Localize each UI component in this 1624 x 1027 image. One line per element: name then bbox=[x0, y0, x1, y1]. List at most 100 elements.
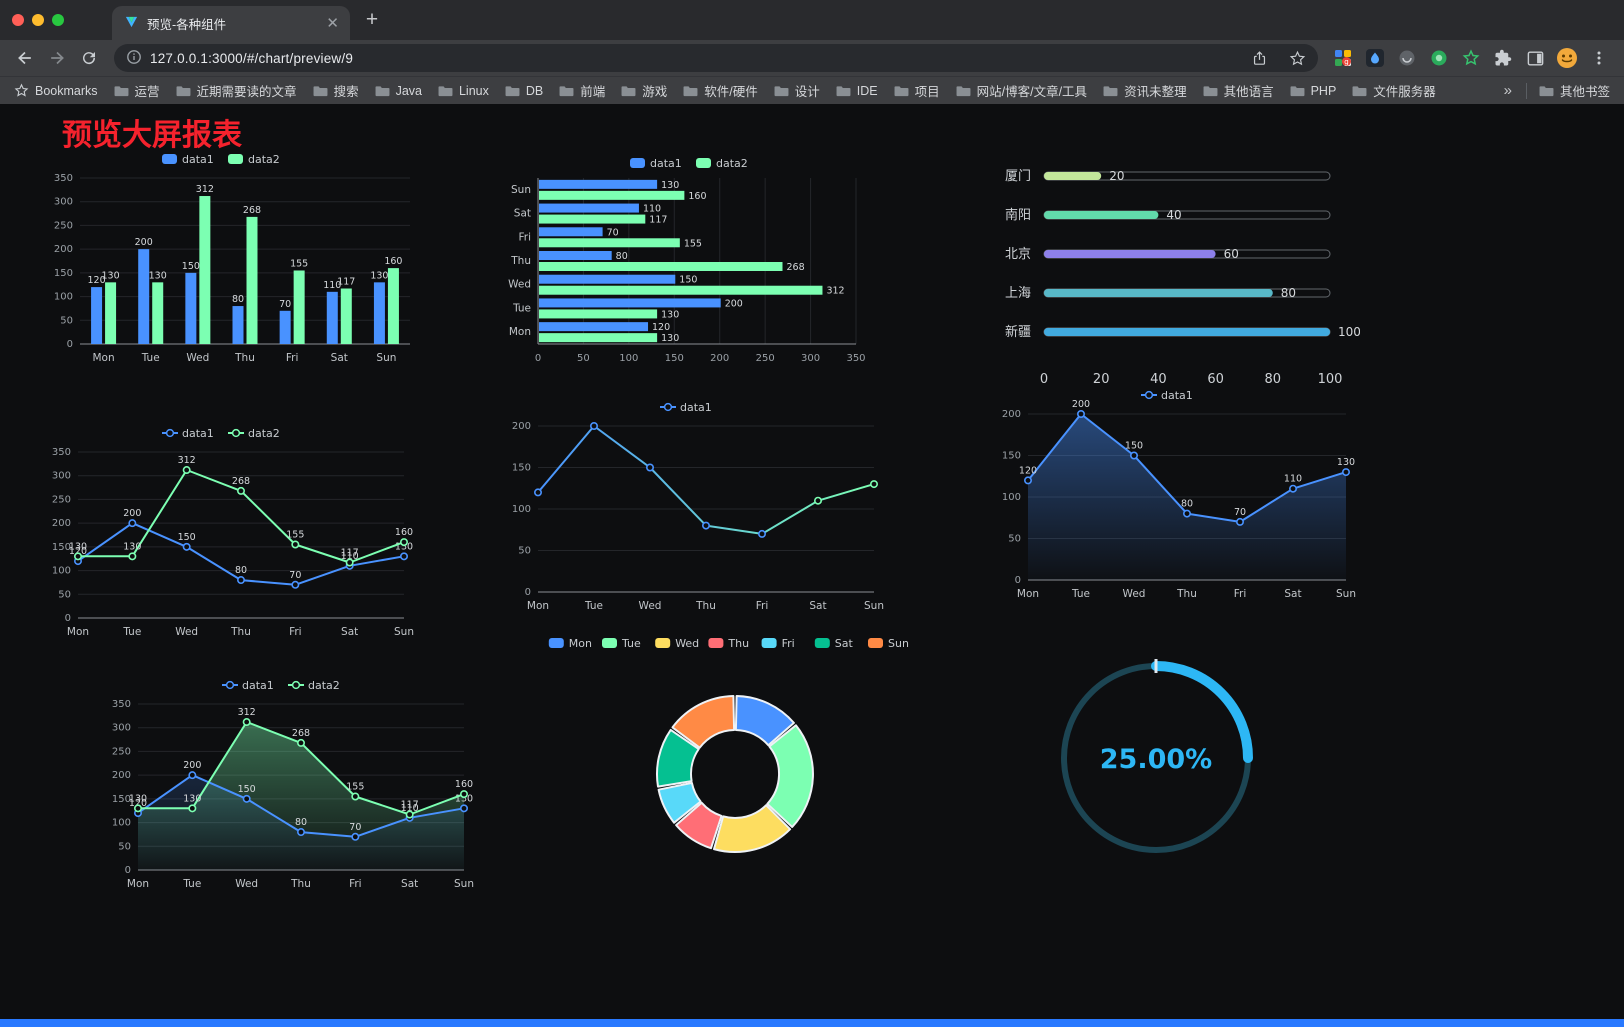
svg-text:110: 110 bbox=[1284, 474, 1302, 485]
folder-icon bbox=[1352, 86, 1367, 97]
svg-text:268: 268 bbox=[292, 728, 310, 739]
bookmark-folder[interactable]: 游戏 bbox=[621, 81, 667, 100]
menu-kebab-icon[interactable] bbox=[1584, 43, 1614, 73]
extension-gray-circle-icon[interactable] bbox=[1392, 43, 1422, 73]
horizontal-bar-chart[interactable]: 0 50 100 150 200 250 300 350 data1 data2 Sun 130 160… bbox=[496, 152, 896, 374]
folder-icon bbox=[683, 86, 698, 97]
svg-text:data1: data1 bbox=[182, 153, 214, 166]
svg-text:Mon: Mon bbox=[569, 637, 592, 650]
svg-text:Sun: Sun bbox=[864, 600, 884, 612]
svg-text:350: 350 bbox=[52, 447, 71, 458]
bookmark-folder-label: IDE bbox=[856, 83, 878, 98]
svg-text:200: 200 bbox=[54, 244, 73, 255]
bookmark-folder[interactable]: 运营 bbox=[114, 81, 160, 100]
svg-text:50: 50 bbox=[118, 841, 131, 852]
svg-text:Fri: Fri bbox=[349, 878, 362, 890]
dual-area-line-chart[interactable]: 0 50 100 150 200 250 300 350 Mon Tue Wed Thu Fri Sat S… bbox=[98, 674, 478, 898]
single-line-chart[interactable]: 0 50 100 150 200 Mon Tue Wed Thu Fri Sat Sun data1 bbox=[498, 396, 888, 620]
area-line-chart[interactable]: 0 50 100 150 200 Mon Tue Wed Thu Fri Sat Sun data1 12… bbox=[988, 384, 1360, 608]
minimize-window-button[interactable] bbox=[32, 14, 44, 26]
bookmark-folder[interactable]: 设计 bbox=[774, 81, 820, 100]
svg-text:130: 130 bbox=[1337, 457, 1355, 468]
forward-button[interactable] bbox=[42, 43, 72, 73]
svg-text:Thu: Thu bbox=[510, 255, 531, 267]
svg-text:150: 150 bbox=[238, 784, 256, 795]
bookmark-folder[interactable]: 前端 bbox=[559, 81, 605, 100]
svg-text:Wed: Wed bbox=[639, 600, 662, 612]
bookmark-folder[interactable]: 网站/博客/文章/工具 bbox=[956, 81, 1087, 100]
share-icon[interactable] bbox=[1244, 43, 1274, 73]
svg-text:Sat: Sat bbox=[341, 626, 358, 638]
svg-text:110: 110 bbox=[341, 551, 359, 562]
bookmark-folder[interactable]: 项目 bbox=[894, 81, 940, 100]
omnibox[interactable]: 127.0.0.1:3000/#/chart/preview/9 bbox=[114, 44, 1318, 72]
svg-text:Sun: Sun bbox=[888, 637, 909, 650]
bookmark-folder[interactable]: 文件服务器 bbox=[1352, 81, 1436, 100]
multi-line-chart[interactable]: 0 50 100 150 200 250 300 350 Mon Tue Wed Thu Fri Sat S… bbox=[38, 422, 418, 646]
bookmark-folder[interactable]: 近期需要读的文章 bbox=[176, 81, 297, 100]
bookmarks-root[interactable]: Bookmarks bbox=[14, 83, 98, 98]
bookmark-folder[interactable]: 搜索 bbox=[313, 81, 359, 100]
svg-text:150: 150 bbox=[54, 268, 73, 279]
folder-icon bbox=[956, 86, 971, 97]
bookmark-folder[interactable]: IDE bbox=[836, 84, 878, 98]
bookmark-folder[interactable]: 其他语言 bbox=[1203, 81, 1274, 100]
extension-grid-icon[interactable]: g bbox=[1328, 43, 1358, 73]
svg-text:Thu: Thu bbox=[230, 626, 251, 638]
profile-avatar[interactable] bbox=[1552, 43, 1582, 73]
svg-text:100: 100 bbox=[1338, 325, 1360, 339]
svg-text:Mon: Mon bbox=[93, 352, 115, 364]
other-bookmarks[interactable]: 其他书签 bbox=[1539, 81, 1610, 100]
reload-button[interactable] bbox=[74, 43, 104, 73]
svg-text:50: 50 bbox=[577, 353, 590, 364]
donut-chart[interactable]: Mon Tue Wed Thu Fri Sat Sun bbox=[535, 632, 935, 884]
tab-close-icon[interactable]: ✕ bbox=[326, 15, 339, 32]
bookmark-folder[interactable]: 软件/硬件 bbox=[683, 81, 758, 100]
bookmarks-overflow-chevron[interactable]: » bbox=[1503, 82, 1512, 99]
bookmark-folder[interactable]: DB bbox=[505, 84, 543, 98]
close-window-button[interactable] bbox=[12, 14, 24, 26]
svg-text:150: 150 bbox=[1125, 441, 1143, 452]
extension-green-star-icon[interactable] bbox=[1456, 43, 1486, 73]
svg-text:200: 200 bbox=[1002, 409, 1021, 420]
url-text[interactable]: 127.0.0.1:3000/#/chart/preview/9 bbox=[150, 50, 354, 66]
extension-drop-icon[interactable] bbox=[1360, 43, 1390, 73]
svg-text:0: 0 bbox=[1040, 372, 1048, 387]
bookmark-folder-label: Java bbox=[395, 83, 422, 98]
bookmark-folder[interactable]: 资讯未整理 bbox=[1103, 81, 1187, 100]
progress-bar-chart[interactable]: 厦门 20 南阳 40 北京 60 上海 80 新疆 100 0 20 40 60 80 100 bbox=[992, 156, 1360, 396]
site-info-icon[interactable] bbox=[126, 49, 142, 68]
extension-green-circle-icon[interactable] bbox=[1424, 43, 1454, 73]
svg-text:312: 312 bbox=[238, 707, 256, 718]
svg-text:Sat: Sat bbox=[331, 352, 348, 364]
bookmark-folder[interactable]: Linux bbox=[438, 84, 489, 98]
back-button[interactable] bbox=[10, 43, 40, 73]
svg-text:300: 300 bbox=[54, 197, 73, 208]
browser-titlebar: 预览-各种组件 ✕ + bbox=[0, 0, 1624, 40]
bookmark-folder-label: Linux bbox=[458, 83, 489, 98]
svg-text:Thu: Thu bbox=[1176, 588, 1197, 600]
svg-text:20: 20 bbox=[1093, 372, 1110, 387]
side-panel-icon[interactable] bbox=[1520, 43, 1550, 73]
svg-text:Fri: Fri bbox=[518, 231, 531, 243]
bookmark-folder-label: 资讯未整理 bbox=[1124, 85, 1187, 99]
bookmark-star-icon[interactable] bbox=[1282, 43, 1312, 73]
folder-icon bbox=[176, 86, 191, 97]
gauge-chart[interactable]: 25.00% bbox=[1040, 642, 1272, 874]
svg-text:70: 70 bbox=[1234, 507, 1246, 518]
grouped-bar-chart[interactable]: 0 50 100 150 200 250 300 350 data1 data2 Mon Tue Wed… bbox=[38, 148, 418, 370]
browser-tab[interactable]: 预览-各种组件 ✕ bbox=[112, 6, 350, 40]
bookmark-folder[interactable]: Java bbox=[375, 84, 422, 98]
svg-text:Mon: Mon bbox=[509, 326, 531, 338]
svg-text:100: 100 bbox=[1002, 492, 1021, 503]
svg-text:0: 0 bbox=[125, 865, 131, 876]
bookmark-folder-label: 文件服务器 bbox=[1373, 85, 1436, 99]
new-tab-button[interactable]: + bbox=[365, 8, 379, 31]
svg-text:160: 160 bbox=[455, 779, 473, 790]
zoom-window-button[interactable] bbox=[52, 14, 64, 26]
bookmark-folder[interactable]: PHP bbox=[1290, 84, 1336, 98]
svg-text:70: 70 bbox=[607, 227, 619, 238]
folder-icon bbox=[1290, 86, 1305, 97]
extensions-puzzle-icon[interactable] bbox=[1488, 43, 1518, 73]
svg-text:80: 80 bbox=[1281, 286, 1296, 300]
